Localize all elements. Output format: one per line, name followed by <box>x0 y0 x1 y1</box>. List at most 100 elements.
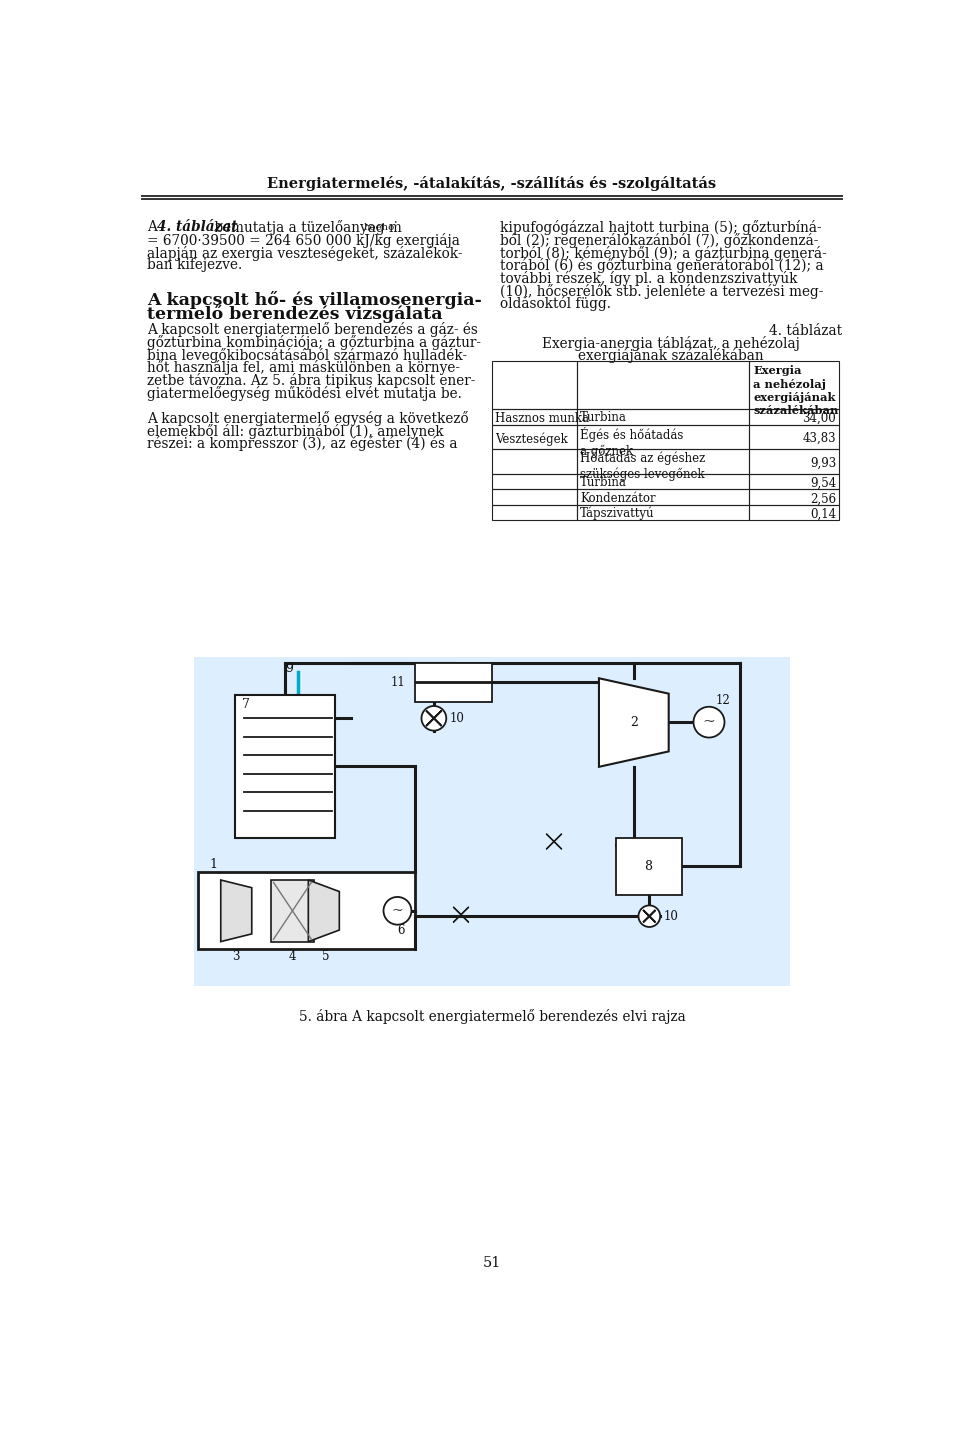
Polygon shape <box>453 907 468 922</box>
Bar <box>577 505 750 521</box>
Text: 5. ábra A kapcsolt energiatermelő berendezés elvi rajza: 5. ábra A kapcsolt energiatermelő berend… <box>299 1010 685 1024</box>
Text: további részek, így pl. a kondenzszivattyúk: további részek, így pl. a kondenzszivatt… <box>500 270 797 286</box>
Circle shape <box>421 706 446 731</box>
Bar <box>194 656 790 987</box>
Bar <box>750 449 839 473</box>
Bar <box>492 505 577 521</box>
Bar <box>750 505 839 521</box>
Text: Turbina: Turbina <box>581 476 627 489</box>
Text: alapján az exergia veszteségeket, százalékok-: alapján az exergia veszteségeket, százal… <box>147 246 463 260</box>
Bar <box>750 425 839 449</box>
Polygon shape <box>221 879 252 941</box>
Text: 51: 51 <box>483 1256 501 1270</box>
Text: 4. táblázat: 4. táblázat <box>157 220 238 235</box>
Text: 11: 11 <box>391 675 405 689</box>
Text: 2,56: 2,56 <box>810 492 836 505</box>
Polygon shape <box>643 909 656 922</box>
Text: ~: ~ <box>392 904 403 918</box>
Text: hőt használja fel, ami máskülönben a környe-: hőt használja fel, ami máskülönben a kör… <box>147 360 460 375</box>
Text: ban kifejezve.: ban kifejezve. <box>147 259 242 272</box>
Text: Kondenzátor: Kondenzátor <box>581 492 656 505</box>
Text: kipufogógázzal hajtott turbina (5); gőzturbíná-: kipufogógázzal hajtott turbina (5); gőzt… <box>500 220 822 235</box>
Bar <box>577 409 750 425</box>
Text: 3: 3 <box>232 951 240 964</box>
Text: 9: 9 <box>285 662 293 675</box>
Text: bemutatja a tüzelőanyag ṁ: bemutatja a tüzelőanyag ṁ <box>210 220 402 235</box>
Polygon shape <box>453 907 468 922</box>
Text: Veszteségek: Veszteségek <box>495 432 568 446</box>
Text: (10), hőcserélők stb. jelenléte a tervezési meg-: (10), hőcserélők stb. jelenléte a tervez… <box>500 283 823 299</box>
Text: elemekből áll: gázturbinából (1), amelynek: elemekből áll: gázturbinából (1), amelyn… <box>147 423 444 439</box>
Bar <box>492 449 577 473</box>
Text: torból (8); kéményből (9); a gázturbina generá-: torból (8); kéményből (9); a gázturbina … <box>500 246 827 260</box>
Text: A kapcsolt energiatermelő egység a következő: A kapcsolt energiatermelő egység a követ… <box>147 410 468 426</box>
Text: giatermelőegység működési elvét mutatja be.: giatermelőegység működési elvét mutatja … <box>147 386 462 400</box>
Text: 8: 8 <box>644 859 653 872</box>
Polygon shape <box>546 834 562 849</box>
Bar <box>492 489 577 505</box>
Bar <box>577 489 750 505</box>
Text: 12: 12 <box>715 694 730 706</box>
Text: zetbe távozna. Az 5. ábra tipikus kapcsolt ener-: zetbe távozna. Az 5. ábra tipikus kapcso… <box>147 373 475 388</box>
Bar <box>492 362 577 409</box>
Text: 7: 7 <box>243 698 251 711</box>
Text: Turbina: Turbina <box>581 412 627 425</box>
Text: Exergia
a nehézolaj
exergiájának
százalékában: Exergia a nehézolaj exergiájának százalé… <box>754 365 838 416</box>
Text: 4. táblázat: 4. táblázat <box>769 325 842 339</box>
Bar <box>577 449 750 473</box>
Text: 1: 1 <box>210 858 218 871</box>
Text: Energiatermelés, -átalakítás, -szállítás és -szolgáltatás: Energiatermelés, -átalakítás, -szállítás… <box>268 176 716 192</box>
Bar <box>616 838 682 895</box>
Text: 5: 5 <box>322 951 329 964</box>
Text: Hőátadás az égéshez
szükséges levegőnek: Hőátadás az égéshez szükséges levegőnek <box>581 452 706 480</box>
Polygon shape <box>426 711 442 726</box>
Bar <box>271 879 314 941</box>
Text: hoeho: hoeho <box>364 223 396 232</box>
Bar <box>198 872 415 950</box>
Text: oldásoktól függ.: oldásoktól függ. <box>500 296 611 312</box>
Text: gőzturbina kombinációja; a gőzturbina a gáztur-: gőzturbina kombinációja; a gőzturbina a … <box>147 335 481 350</box>
Text: termelő berendezés vizsgálata: termelő berendezés vizsgálata <box>147 305 443 323</box>
Text: = 6700·39500 = 264 650 000 kJ/kg exergiája: = 6700·39500 = 264 650 000 kJ/kg exergiá… <box>147 233 460 247</box>
Bar <box>577 362 750 409</box>
Bar <box>750 409 839 425</box>
Bar <box>492 409 577 425</box>
Bar <box>492 425 577 449</box>
Text: Exergia-anergia táblázat, a nehézolaj: Exergia-anergia táblázat, a nehézolaj <box>542 336 800 350</box>
Text: 10: 10 <box>449 712 465 725</box>
Text: torából (6) és gőzturbina generátorából (12); a: torából (6) és gőzturbina generátorából … <box>500 259 824 273</box>
Bar <box>750 362 839 409</box>
Polygon shape <box>546 834 562 849</box>
Text: Tápszivattyú: Tápszivattyú <box>581 506 655 521</box>
Text: A kapcsolt energiatermelő berendezés a gáz- és: A kapcsolt energiatermelő berendezés a g… <box>147 322 478 337</box>
Text: A kapcsolt hő- és villamosenergia-: A kapcsolt hő- és villamosenergia- <box>147 292 482 309</box>
Bar <box>750 489 839 505</box>
Text: exergiájának százalékában: exergiájának százalékában <box>578 347 764 363</box>
Bar <box>750 473 839 489</box>
Bar <box>415 664 492 682</box>
Text: Égés és hőátadás
a gőznek: Égés és hőátadás a gőznek <box>581 426 684 458</box>
Text: 9,54: 9,54 <box>810 476 836 490</box>
Text: 2: 2 <box>630 715 637 729</box>
Text: részei: a kompresszor (3), az égéstér (4) és a: részei: a kompresszor (3), az égéstér (4… <box>147 436 458 452</box>
Circle shape <box>383 897 412 925</box>
Text: Hasznos munka: Hasznos munka <box>495 412 589 425</box>
Text: 34,00: 34,00 <box>803 412 836 425</box>
Polygon shape <box>308 879 339 941</box>
Text: A: A <box>147 220 161 235</box>
Text: bina levegőkibocsátásából származó hulladék-: bina levegőkibocsátásából származó hulla… <box>147 347 468 363</box>
Text: 0,14: 0,14 <box>810 508 836 521</box>
Text: 4: 4 <box>288 951 296 964</box>
Bar <box>577 473 750 489</box>
Polygon shape <box>599 678 669 766</box>
Text: 9,93: 9,93 <box>810 456 836 470</box>
Bar <box>234 695 335 838</box>
Circle shape <box>638 905 660 927</box>
Text: 10: 10 <box>663 909 678 922</box>
Bar <box>492 473 577 489</box>
Polygon shape <box>426 711 442 726</box>
Text: ból (2); regenerálókazánból (7), gőzkondenzá-: ból (2); regenerálókazánból (7), gőzkond… <box>500 233 818 247</box>
Bar <box>415 684 492 702</box>
Text: 43,83: 43,83 <box>803 432 836 445</box>
Circle shape <box>693 706 725 738</box>
